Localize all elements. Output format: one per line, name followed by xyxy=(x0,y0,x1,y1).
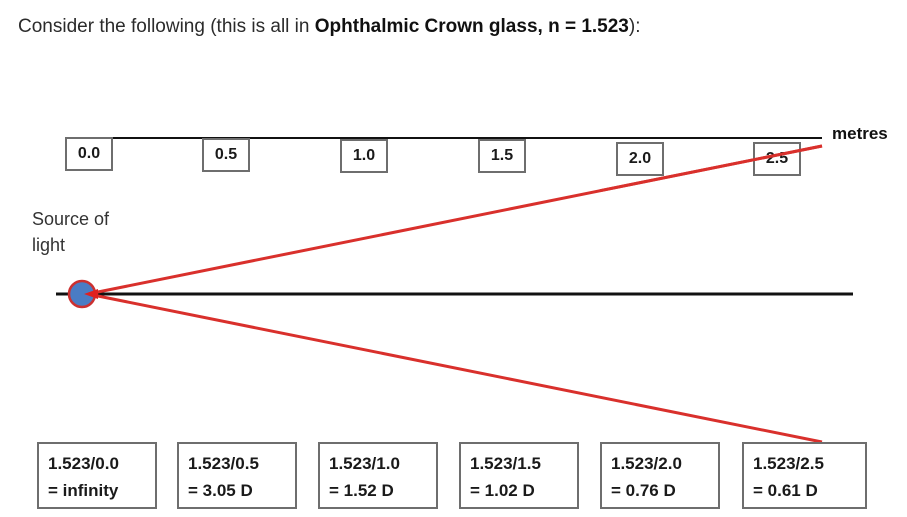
scale-tick-label: 1.5 xyxy=(490,147,514,164)
scale-tick-label: 0.0 xyxy=(77,145,101,162)
scale-tick-1-5: 1.5 xyxy=(478,139,526,173)
scale-tick-2-5: 2.5 xyxy=(753,142,801,176)
title-suffix: ): xyxy=(628,16,641,37)
scale-tick-label: 0.5 xyxy=(214,146,238,163)
source-label: Source of light xyxy=(32,209,110,255)
calc-result: = 1.52 D xyxy=(329,481,394,500)
calc-box-4: 1.523/2.0 = 0.76 D xyxy=(600,442,720,509)
calc-formula: 1.523/2.0 xyxy=(611,454,682,473)
calc-result: = infinity xyxy=(48,481,119,500)
scale-tick-label: 1.0 xyxy=(352,147,376,164)
calc-box-0: 1.523/0.0 = infinity xyxy=(37,442,157,509)
calc-result: = 3.05 D xyxy=(188,481,253,500)
calc-result: = 0.76 D xyxy=(611,481,676,500)
scale-tick-2-0: 2.0 xyxy=(616,142,664,176)
calc-result: = 0.61 D xyxy=(753,481,818,500)
calc-box-2: 1.523/1.0 = 1.52 D xyxy=(318,442,438,509)
scale-tick-0-0: 0.0 xyxy=(65,137,113,171)
calc-formula: 1.523/1.0 xyxy=(329,454,400,473)
upper-ray xyxy=(87,144,823,296)
scale-tick-1-0: 1.0 xyxy=(340,139,388,173)
title-bold: Ophthalmic Crown glass, n = 1.523 xyxy=(314,16,629,37)
calc-box-3: 1.523/1.5 = 1.02 D xyxy=(459,442,579,509)
page-title: Consider the following (this is all in O… xyxy=(18,16,640,38)
calc-box-1: 1.523/0.5 = 3.05 D xyxy=(177,442,297,509)
unit-label: metres xyxy=(832,124,888,143)
lower-ray xyxy=(87,292,823,444)
calc-formula: 1.523/0.0 xyxy=(48,454,119,473)
calc-result: = 1.02 D xyxy=(470,481,535,500)
scale-tick-0-5: 0.5 xyxy=(202,138,250,172)
ray-origin-glow xyxy=(84,289,98,299)
calc-formula: 1.523/2.5 xyxy=(753,454,824,473)
title-prefix: Consider the following (this is all in xyxy=(18,16,315,37)
scale-tick-label: 2.0 xyxy=(628,150,652,167)
calc-box-5: 1.523/2.5 = 0.61 D xyxy=(742,442,867,509)
calc-formula: 1.523/0.5 xyxy=(188,454,259,473)
calc-formula: 1.523/1.5 xyxy=(470,454,541,473)
scale-tick-label: 2.5 xyxy=(765,150,789,167)
